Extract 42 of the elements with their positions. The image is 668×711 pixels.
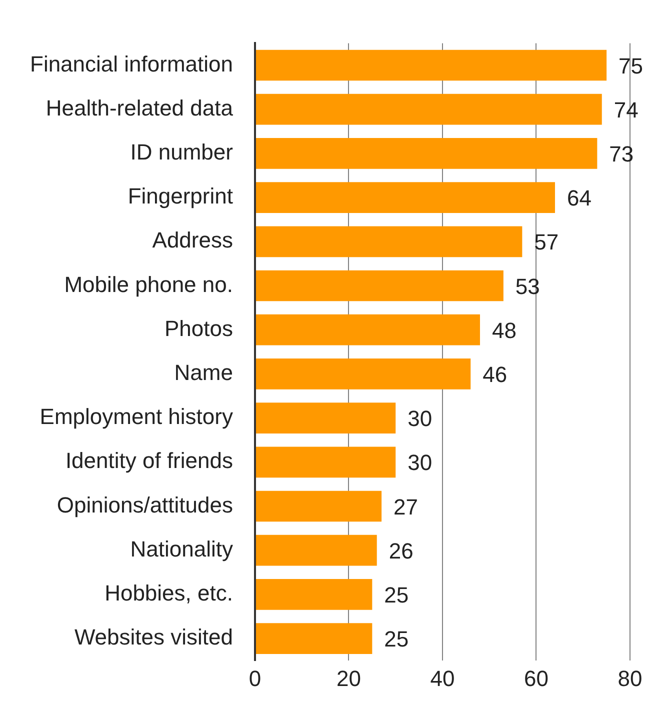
x-tick-label: 60 — [524, 666, 548, 691]
y-tick-label: Employment history — [40, 404, 233, 430]
bar — [256, 358, 471, 390]
bar — [256, 182, 555, 213]
data-label: 26 — [388, 538, 414, 564]
bar — [256, 446, 396, 478]
bar — [256, 314, 480, 346]
y-tick-label: Health-related data — [46, 95, 234, 120]
data-label: 25 — [384, 626, 409, 652]
data-label: 46 — [482, 362, 508, 388]
bar — [256, 50, 607, 81]
y-tick-label: Nationality — [130, 536, 233, 562]
y-tick-label: Name — [174, 360, 233, 386]
y-tick-label: Hobbies, etc. — [104, 580, 233, 606]
data-label: 48 — [492, 318, 516, 343]
bar — [256, 226, 522, 258]
bar — [256, 534, 377, 566]
bar — [256, 94, 602, 125]
bar — [256, 402, 396, 434]
y-tick-label: Mobile phone no. — [64, 272, 233, 297]
bar — [256, 138, 598, 169]
data-label: 30 — [408, 406, 432, 432]
bar — [256, 623, 372, 654]
bar — [256, 579, 372, 610]
y-tick-label: Address — [152, 228, 233, 253]
x-tick-label: 80 — [618, 666, 642, 691]
x-tick-label: 20 — [336, 666, 361, 691]
bar — [256, 490, 382, 522]
y-tick-label: Websites visited — [74, 624, 233, 650]
data-label: 64 — [566, 186, 592, 211]
data-label: 25 — [384, 582, 409, 608]
y-tick-label: ID number — [130, 140, 233, 165]
x-tick-label: 40 — [430, 666, 455, 691]
y-tick-label: Financial information — [30, 51, 233, 76]
data-label: 30 — [408, 450, 432, 476]
data-label: 27 — [394, 494, 418, 520]
y-tick-label: Fingerprint — [128, 184, 233, 209]
y-tick-label: Identity of friends — [65, 448, 233, 474]
y-tick-label: Photos — [164, 316, 233, 341]
y-tick-label: Opinions/attitudes — [56, 492, 233, 518]
bar — [256, 270, 504, 302]
x-tick-label: 0 — [248, 666, 262, 691]
